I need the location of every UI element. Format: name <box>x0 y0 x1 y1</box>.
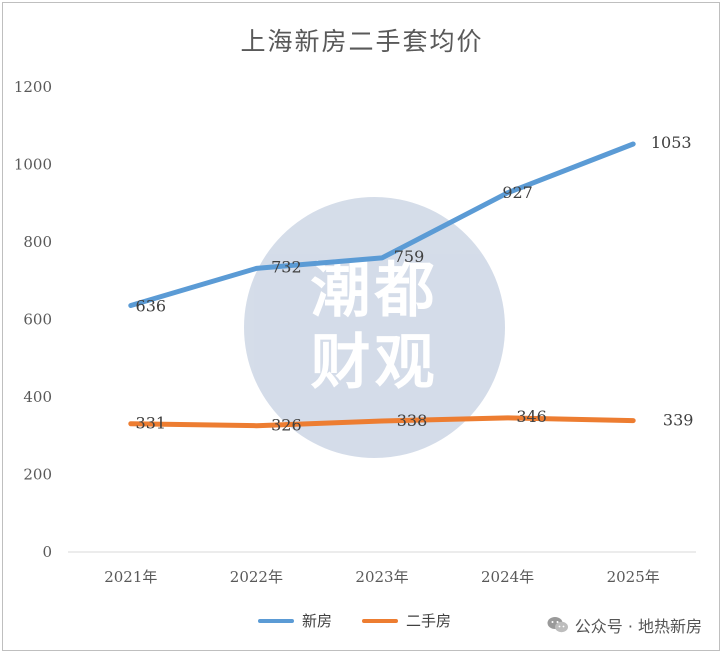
data-label: 732 <box>271 257 302 276</box>
chart-title: 上海新房二手套均价 <box>240 27 484 56</box>
data-label: 636 <box>136 297 167 316</box>
data-label: 326 <box>271 416 302 435</box>
series-line-resale <box>128 415 636 429</box>
data-label: 339 <box>663 411 694 430</box>
x-tick-label: 2023年 <box>355 568 408 586</box>
data-label: 331 <box>136 414 167 433</box>
legend: 新房 二手房 <box>0 610 724 638</box>
x-tick-label: 2024年 <box>481 568 534 586</box>
data-label: 927 <box>502 183 533 202</box>
data-label: 759 <box>394 247 425 266</box>
x-tick-label: 2025年 <box>607 568 660 586</box>
x-tick-label: 2021年 <box>104 568 157 586</box>
y-tick-label: 1200 <box>14 78 52 96</box>
watermark-line1: 潮都 <box>310 256 439 326</box>
y-tick-label: 600 <box>23 311 52 329</box>
y-tick-label: 0 <box>42 543 52 561</box>
y-tick-label: 1000 <box>14 156 52 174</box>
y-tick-label: 200 <box>23 466 52 484</box>
y-tick-label: 400 <box>23 388 52 406</box>
data-label: 338 <box>397 411 428 430</box>
series-line-new <box>128 141 636 308</box>
source-credit: 公众号 · 地热新房 <box>547 613 702 637</box>
wechat-icon <box>547 617 568 633</box>
data-label: 346 <box>516 407 547 426</box>
data-labels: 636 732 759 927 1053 331 326 338 346 339 <box>136 133 694 435</box>
legend-label-resale: 二手房 <box>406 612 452 630</box>
y-tick-label: 800 <box>23 233 52 251</box>
watermark-text: 潮都 财观 <box>244 255 505 399</box>
legend-item-resale: 二手房 <box>362 610 451 631</box>
legend-item-new: 新房 <box>258 610 332 631</box>
y-axis-ticks: 0 200 400 600 800 1000 1200 <box>14 78 52 561</box>
legend-swatch-new <box>258 618 294 623</box>
series-lines <box>128 141 636 429</box>
x-tick-label: 2022年 <box>230 568 283 586</box>
watermark-logo: 潮都 财观 <box>244 197 505 458</box>
data-label: 1053 <box>651 133 692 152</box>
watermark-line2: 财观 <box>310 328 439 398</box>
legend-label-new: 新房 <box>302 612 333 630</box>
credit-text: 公众号 · 地热新房 <box>574 617 702 636</box>
legend-swatch-resale <box>362 618 398 623</box>
x-axis-ticks: 2021年 2022年 2023年 2024年 2025年 <box>104 568 660 586</box>
